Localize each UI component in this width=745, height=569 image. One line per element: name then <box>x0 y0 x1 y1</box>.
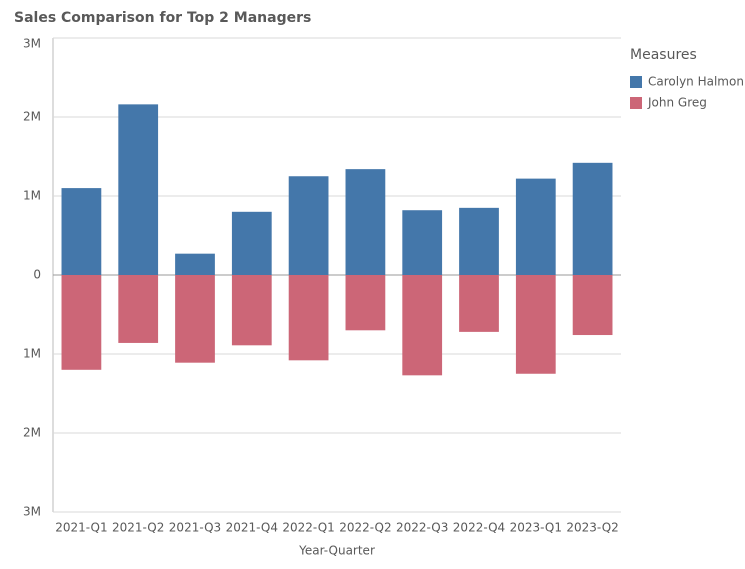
y-tick-label: 1M <box>23 347 41 361</box>
x-tick-label: 2022-Q2 <box>339 521 391 535</box>
bar <box>175 253 215 275</box>
bar <box>572 162 613 275</box>
bar <box>345 169 386 275</box>
legend-swatch <box>630 97 642 109</box>
legend-swatch <box>630 76 642 88</box>
bar <box>402 210 443 275</box>
x-tick-label: 2022-Q3 <box>396 521 448 535</box>
x-tick-label: 2022-Q4 <box>453 521 505 535</box>
y-tick-label: 2M <box>23 110 41 124</box>
y-tick-label: 1M <box>23 189 41 203</box>
bar <box>231 211 272 275</box>
y-tick-label: 2M <box>23 426 41 440</box>
legend-label: Carolyn Halmon <box>648 75 744 89</box>
x-tick-label: 2021-Q2 <box>112 521 164 535</box>
bar <box>175 275 215 363</box>
bar <box>288 275 329 361</box>
bar <box>459 207 499 275</box>
bar <box>515 275 556 374</box>
x-tick-label: 2021-Q3 <box>169 521 221 535</box>
x-tick-label: 2021-Q4 <box>226 521 278 535</box>
x-tick-label: 2022-Q1 <box>282 521 334 535</box>
chart-title: Sales Comparison for Top 2 Managers <box>14 10 311 26</box>
bar <box>288 176 329 275</box>
bar <box>402 275 443 376</box>
bar <box>118 104 159 275</box>
y-tick-label: 3M <box>23 37 41 51</box>
legend-title: Measures <box>630 47 697 63</box>
bar <box>459 275 499 332</box>
y-tick-label: 0 <box>33 268 41 282</box>
bar <box>345 275 386 331</box>
bar <box>231 275 272 346</box>
bar <box>61 275 102 370</box>
x-tick-label: 2023-Q1 <box>510 521 562 535</box>
x-axis-label: Year-Quarter <box>298 544 375 558</box>
legend-label: John Greg <box>647 96 707 110</box>
y-tick-label: 3M <box>23 505 41 519</box>
bar <box>118 275 159 343</box>
x-tick-label: 2023-Q2 <box>566 521 618 535</box>
bar <box>61 188 102 275</box>
bar <box>572 275 613 336</box>
bar <box>515 178 556 275</box>
x-tick-label: 2021-Q1 <box>55 521 107 535</box>
